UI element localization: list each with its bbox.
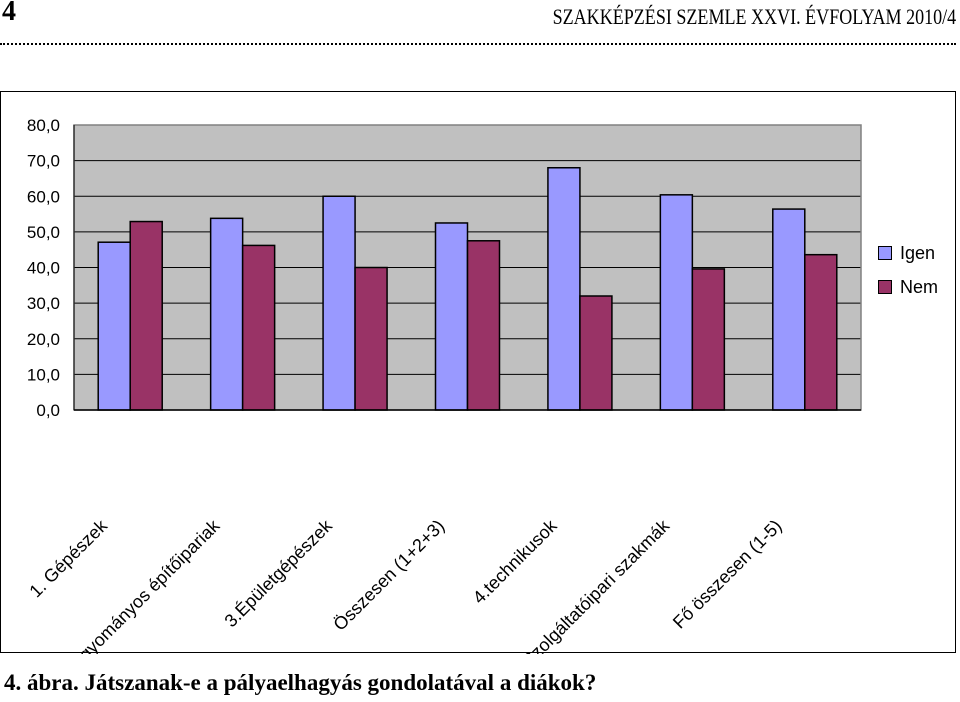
legend-label-nem: Nem [900, 276, 939, 297]
bar-igen [97, 241, 131, 411]
bar-igen [322, 195, 356, 411]
legend-swatch-nem [878, 280, 892, 294]
x-tick-label: 4.technikusok [469, 515, 562, 608]
bar-nem [804, 253, 838, 411]
y-tick-label: 20,0 [27, 330, 60, 349]
bar-igen [547, 167, 581, 411]
legend-label-igen: Igen [900, 242, 936, 263]
x-tick-label: Fő összesen (1-5) [669, 516, 786, 633]
bar-igen [209, 217, 244, 411]
legend-item-igen: Igen [878, 236, 938, 270]
y-tick-label: 60,0 [27, 187, 60, 206]
legend-item-nem: Nem [878, 270, 938, 304]
legend-swatch-igen [878, 246, 892, 260]
bar-igen [434, 222, 469, 411]
journal-header: SZAKKÉPZÉSI SZEMLE XXVI. ÉVFOLYAM 2010/4 [552, 4, 956, 29]
bar-igen [659, 194, 694, 411]
bar-nem [691, 268, 726, 411]
bar-chart: 0,0 10,0 20,0 30,0 40,0 50,0 60,0 70,0 80,0 1. Gé… [25, 116, 862, 654]
header-divider [0, 43, 956, 45]
bar-nem [466, 240, 501, 411]
bar-igen [772, 208, 806, 411]
chart-legend: Igen Nem [878, 236, 938, 304]
x-tick-label: Összesen (1+2+3) [329, 516, 448, 635]
bar-nem [129, 220, 163, 411]
y-tick-label: 80,0 [27, 116, 60, 135]
x-tick-label: 1. Gépészek [25, 515, 111, 601]
bar-nem [354, 266, 388, 411]
y-tick-label: 0,0 [36, 401, 60, 420]
x-tick-label: 2. Hagyományos építőipariak [44, 515, 224, 654]
figure-caption: 4. ábra. Játszanak-e a pályaelhagyás gon… [4, 670, 597, 695]
y-tick-label: 10,0 [27, 365, 60, 384]
page-number: 4 [2, 0, 16, 27]
chart-frame: 0,0 10,0 20,0 30,0 40,0 50,0 60,0 70,0 80,0 1. Gé… [0, 91, 956, 654]
bar-nem [579, 295, 613, 411]
y-tick-label: 50,0 [27, 223, 60, 242]
y-tick-label: 30,0 [27, 294, 60, 313]
y-tick-label: 70,0 [27, 152, 60, 171]
y-tick-label: 40,0 [27, 259, 60, 278]
bar-nem [241, 244, 276, 411]
x-tick-label: 3.Épületgépészek [221, 515, 337, 631]
